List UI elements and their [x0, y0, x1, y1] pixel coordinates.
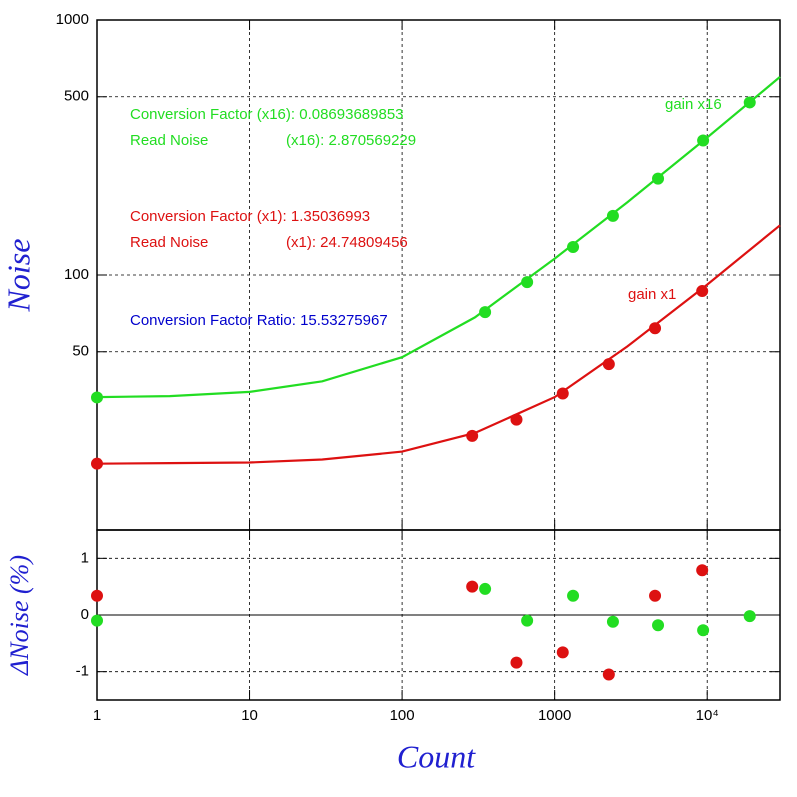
- data-point: [91, 457, 103, 470]
- data-point: [521, 614, 534, 627]
- x-tick-label: 1: [93, 707, 101, 724]
- annotation: (x16): 2.870569229: [286, 132, 416, 149]
- data-point: [521, 276, 534, 289]
- data-point: [567, 589, 580, 602]
- fit-line: [96, 224, 781, 465]
- data-point: [479, 306, 492, 319]
- y-tick-label: 1: [81, 549, 89, 566]
- data-point: [466, 429, 479, 442]
- series-label: gain x1: [628, 286, 676, 303]
- x-tick-label: 1000: [538, 707, 571, 724]
- data-point: [556, 387, 569, 400]
- y-axis-label: ΔNoise (%): [5, 555, 34, 676]
- fit-line: [96, 76, 781, 399]
- x-tick-label: 10: [241, 707, 258, 724]
- data-point: [91, 614, 103, 627]
- data-point: [479, 582, 492, 595]
- series-label: gain x16: [665, 96, 722, 113]
- data-point: [696, 285, 709, 298]
- data-point: [91, 589, 103, 602]
- y-tick-label: 100: [64, 266, 89, 283]
- data-point: [652, 619, 665, 632]
- y-axis-label: Noise: [0, 239, 36, 313]
- data-point: [567, 240, 580, 253]
- annotation: Read Noise: [130, 234, 208, 251]
- data-point: [606, 615, 619, 628]
- data-point: [743, 96, 756, 109]
- data-point: [602, 668, 615, 681]
- data-point: [556, 646, 569, 659]
- data-point: [652, 172, 665, 185]
- data-point: [649, 322, 662, 335]
- annotation: Conversion Factor Ratio: 15.53275967: [130, 312, 388, 329]
- y-tick-label: 0: [81, 606, 89, 623]
- data-point: [743, 610, 756, 623]
- data-point: [466, 580, 479, 593]
- data-point: [606, 209, 619, 222]
- data-point: [697, 134, 710, 147]
- data-point: [510, 413, 523, 426]
- x-tick-label: 10⁴: [696, 707, 719, 724]
- data-point: [649, 589, 662, 602]
- y-tick-label: 1000: [56, 11, 89, 28]
- annotation: Conversion Factor (x16): 0.08693689853: [130, 106, 404, 123]
- annotation: (x1): 24.74809456: [286, 234, 408, 251]
- data-point: [697, 624, 710, 637]
- data-point: [602, 358, 615, 371]
- data-point: [91, 391, 103, 404]
- data-point: [510, 656, 523, 669]
- annotation: Read Noise: [130, 132, 208, 149]
- annotation: Conversion Factor (x1): 1.35036993: [130, 208, 370, 225]
- x-axis-label: Count: [397, 738, 476, 774]
- data-point: [696, 564, 709, 577]
- y-tick-label: 500: [64, 88, 89, 105]
- x-tick-label: 100: [390, 707, 415, 724]
- y-tick-label: 50: [72, 343, 89, 360]
- y-tick-label: -1: [76, 663, 89, 680]
